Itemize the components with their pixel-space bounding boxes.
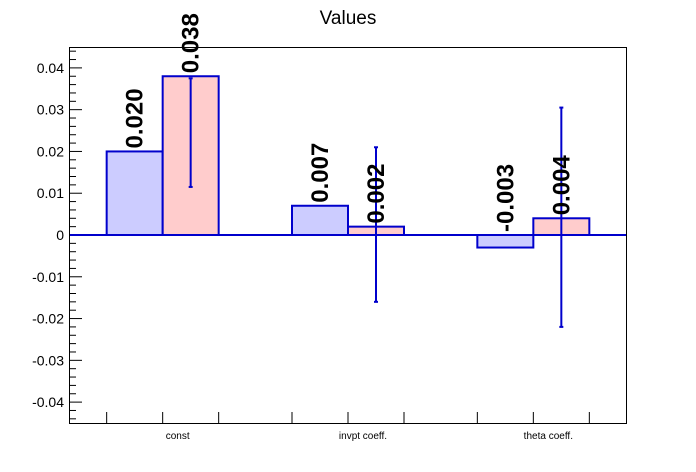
bar xyxy=(291,204,349,236)
y-tick-label: 0 xyxy=(56,227,64,243)
y-tick-label: 0.02 xyxy=(37,143,64,159)
x-tick-label: const xyxy=(166,431,190,442)
data-labels: 0.020 0.007 -0.003 0.038 0.002 0.004 xyxy=(122,13,576,232)
data-label: 0.002 xyxy=(363,164,390,224)
data-label: 0.004 xyxy=(548,155,575,216)
y-tick-label: -0.03 xyxy=(32,352,64,368)
y-tick-label: 0.03 xyxy=(37,102,64,118)
data-label: 0.038 xyxy=(178,13,205,73)
x-tick-label: theta coeff. xyxy=(524,431,573,442)
chart-title: Values xyxy=(320,8,377,29)
bars xyxy=(70,75,626,328)
data-label: 0.007 xyxy=(307,143,334,203)
y-tick-label: -0.04 xyxy=(32,394,64,410)
plot-frame xyxy=(69,47,627,424)
y-tick-label: 0.04 xyxy=(37,60,64,76)
y-tick-label: -0.01 xyxy=(32,269,64,285)
data-label: -0.003 xyxy=(492,164,519,232)
x-tick-label: invpt coeff. xyxy=(339,431,387,442)
y-tick-label: 0.01 xyxy=(37,185,64,201)
y-tick-label: -0.02 xyxy=(32,311,64,327)
data-label: 0.020 xyxy=(122,88,149,148)
bar xyxy=(476,234,535,249)
bar xyxy=(105,150,164,236)
